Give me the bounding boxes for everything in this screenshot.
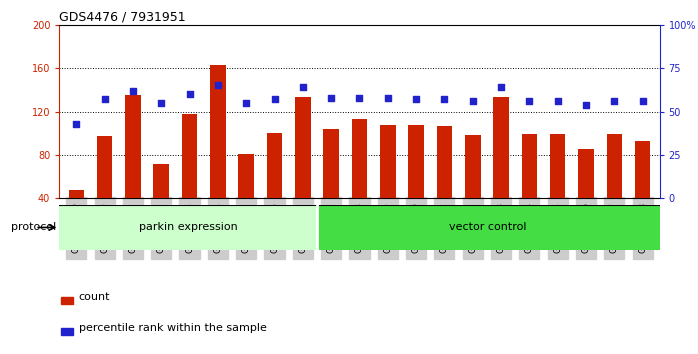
Point xyxy=(70,121,82,126)
Point xyxy=(439,97,450,102)
Bar xyxy=(635,141,651,241)
Point xyxy=(410,97,422,102)
Bar xyxy=(607,134,622,241)
Bar xyxy=(408,125,424,241)
Point xyxy=(354,95,365,101)
Text: percentile rank within the sample: percentile rank within the sample xyxy=(79,323,267,333)
Point xyxy=(609,98,620,104)
Point xyxy=(467,98,478,104)
Bar xyxy=(380,125,396,241)
Bar xyxy=(239,154,254,241)
Bar xyxy=(210,65,225,241)
Text: GDS4476 / 7931951: GDS4476 / 7931951 xyxy=(59,11,186,24)
Bar xyxy=(61,297,73,304)
Bar xyxy=(125,95,141,241)
Point xyxy=(637,98,648,104)
Bar xyxy=(493,97,509,241)
Point xyxy=(241,100,252,106)
Bar xyxy=(59,205,317,250)
Point xyxy=(156,100,167,106)
Bar xyxy=(323,129,339,241)
Text: count: count xyxy=(79,292,110,302)
Point xyxy=(99,97,110,102)
Bar xyxy=(550,134,565,241)
Bar xyxy=(97,136,112,241)
Point xyxy=(325,95,336,101)
Point xyxy=(552,98,563,104)
Bar xyxy=(437,126,452,241)
Bar xyxy=(465,135,480,241)
Point xyxy=(496,84,507,90)
Bar xyxy=(267,133,282,241)
Bar xyxy=(61,328,73,335)
Point xyxy=(383,95,394,101)
Point xyxy=(269,97,280,102)
Point xyxy=(212,82,223,88)
Bar xyxy=(181,114,198,241)
Bar xyxy=(352,119,367,241)
Text: parkin expression: parkin expression xyxy=(139,222,237,233)
Point xyxy=(581,102,592,107)
Bar xyxy=(295,97,311,241)
Point xyxy=(297,84,309,90)
Bar xyxy=(578,149,594,241)
Bar xyxy=(317,205,660,250)
Bar xyxy=(68,190,84,241)
Bar xyxy=(521,134,537,241)
Text: vector control: vector control xyxy=(450,222,527,233)
Text: protocol: protocol xyxy=(10,222,56,233)
Point xyxy=(524,98,535,104)
Point xyxy=(184,91,195,97)
Point xyxy=(127,88,138,93)
Bar xyxy=(154,164,169,241)
